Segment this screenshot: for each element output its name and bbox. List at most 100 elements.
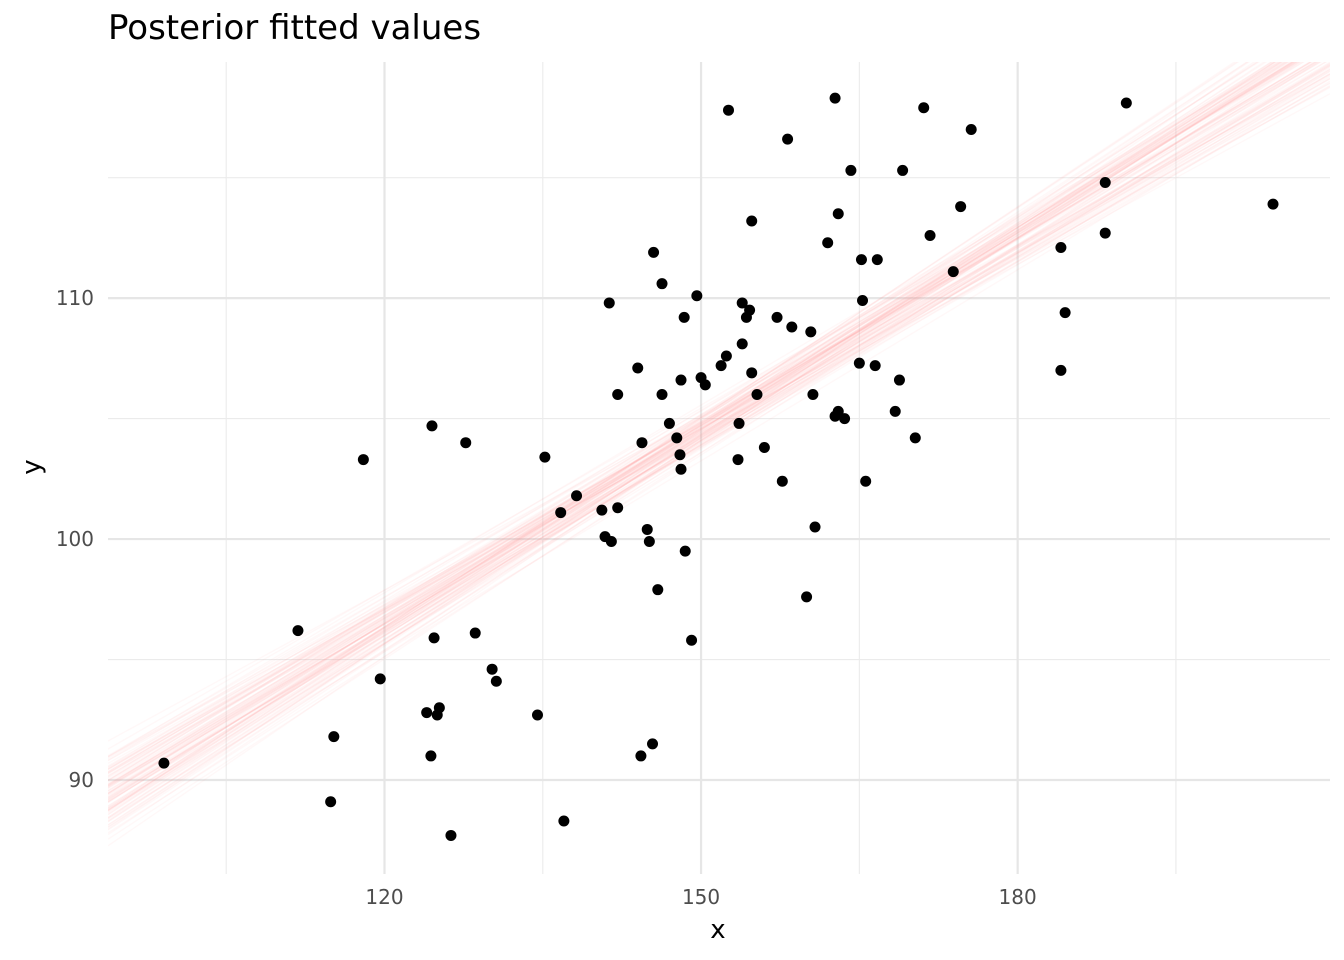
data-point xyxy=(807,389,819,401)
data-point xyxy=(426,420,438,432)
data-point xyxy=(909,432,921,444)
chart-title: Posterior fitted values xyxy=(108,8,482,48)
data-point xyxy=(918,102,930,114)
posterior-fit-line xyxy=(108,62,1295,774)
posterior-fit-line xyxy=(108,70,1330,777)
posterior-fit-line xyxy=(108,62,1319,757)
data-point xyxy=(679,545,691,557)
posterior-fit-line xyxy=(108,73,1330,811)
data-point xyxy=(652,584,664,596)
posterior-fit-line xyxy=(108,63,1330,785)
posterior-fit-line xyxy=(108,62,1319,801)
y-tick-label: 110 xyxy=(56,286,94,310)
data-point xyxy=(636,437,648,449)
posterior-fit-line xyxy=(108,80,1330,820)
posterior-fit-line xyxy=(108,62,1294,822)
posterior-fit-line xyxy=(108,62,1296,795)
data-point xyxy=(829,92,841,104)
data-point xyxy=(656,278,668,290)
data-point xyxy=(1120,97,1132,109)
data-point xyxy=(490,675,502,687)
posterior-fit-line xyxy=(108,62,1300,789)
posterior-fit-line xyxy=(108,62,1266,828)
posterior-fit-line xyxy=(108,62,1313,784)
posterior-fit-line xyxy=(108,62,1323,770)
data-point xyxy=(674,449,686,461)
posterior-fit-line xyxy=(108,62,1273,804)
data-point xyxy=(632,362,644,374)
data-point xyxy=(771,311,783,323)
posterior-fit-line xyxy=(108,62,1273,823)
data-point xyxy=(889,405,901,417)
posterior-fit-line xyxy=(108,62,1280,809)
posterior-fit-line xyxy=(108,84,1330,788)
y-axis-title: y xyxy=(17,459,47,474)
data-point xyxy=(871,254,883,266)
posterior-fit-line xyxy=(108,75,1330,786)
data-point xyxy=(656,389,668,401)
posterior-fit-line xyxy=(108,62,1330,814)
posterior-fit-line xyxy=(108,62,1289,803)
data-point xyxy=(421,707,433,719)
data-point xyxy=(158,757,170,769)
data-point xyxy=(612,389,624,401)
y-tick-label: 90 xyxy=(69,768,94,792)
posterior-fit-line xyxy=(108,72,1330,758)
data-point xyxy=(857,295,869,307)
data-point xyxy=(722,104,734,116)
posterior-fit-line xyxy=(108,62,1312,789)
data-point xyxy=(965,123,977,135)
data-point xyxy=(596,504,608,516)
posterior-fit-line xyxy=(108,62,1320,834)
posterior-fit-line xyxy=(108,65,1330,793)
posterior-fit-line xyxy=(108,62,1302,840)
posterior-fit-line xyxy=(108,73,1330,775)
data-point xyxy=(675,463,687,475)
posterior-fit-line xyxy=(108,62,1251,830)
posterior-fit-line xyxy=(108,62,1236,815)
posterior-fit-line xyxy=(108,78,1330,760)
posterior-fit-line xyxy=(108,62,1328,767)
data-point xyxy=(832,405,844,417)
posterior-fit-line xyxy=(108,62,1279,778)
data-point xyxy=(758,442,770,454)
y-tick-label: 100 xyxy=(56,527,94,551)
posterior-fit-line xyxy=(108,62,1284,807)
posterior-fit-line xyxy=(108,62,1287,781)
posterior-fit-line xyxy=(108,66,1330,770)
data-point xyxy=(732,454,744,466)
x-tick-label: 180 xyxy=(999,885,1037,909)
posterior-fit-line xyxy=(108,62,1299,779)
posterior-fit-line xyxy=(108,62,1305,750)
posterior-fit-line xyxy=(108,62,1293,823)
posterior-fit-line xyxy=(108,62,1317,773)
posterior-fit-line xyxy=(108,62,1313,786)
grid-minor xyxy=(108,62,1330,874)
posterior-fit-line xyxy=(108,62,1322,800)
data-point xyxy=(612,502,624,514)
data-points xyxy=(158,92,1279,841)
data-point xyxy=(675,374,687,386)
posterior-fit-line xyxy=(108,62,1259,801)
data-point xyxy=(531,709,543,721)
posterior-fit-line xyxy=(108,62,1291,796)
data-point xyxy=(678,311,690,323)
data-point xyxy=(955,201,967,213)
data-point xyxy=(736,297,748,309)
data-point xyxy=(1099,227,1111,239)
posterior-fit-lines xyxy=(108,62,1330,847)
posterior-fit-line xyxy=(108,62,1282,819)
posterior-fit-line xyxy=(108,62,1277,826)
data-point xyxy=(776,475,788,487)
x-tick-labels: 120 150 180 xyxy=(365,885,1036,909)
posterior-fit-line xyxy=(108,62,1316,777)
data-point xyxy=(425,750,437,762)
data-point xyxy=(663,417,675,429)
posterior-fit-line xyxy=(108,62,1259,811)
posterior-fit-line xyxy=(108,62,1287,826)
x-tick-label: 120 xyxy=(365,885,403,909)
posterior-fit-line xyxy=(108,82,1330,764)
posterior-fit-line xyxy=(108,68,1330,787)
posterior-fit-line xyxy=(108,64,1330,799)
